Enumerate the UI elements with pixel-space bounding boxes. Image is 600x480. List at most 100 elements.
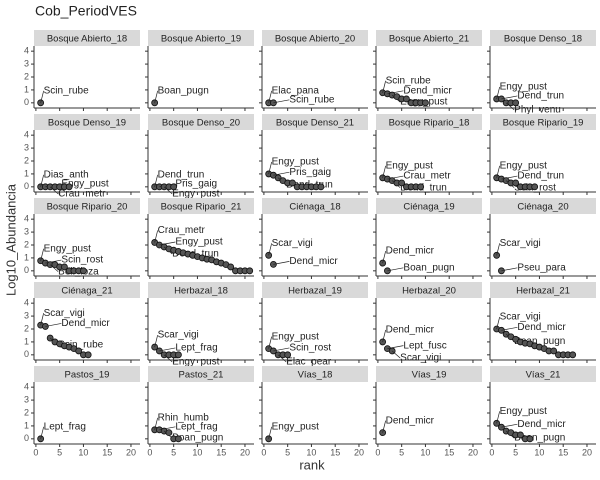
strip: [262, 114, 368, 130]
point-label: Lept_fusc: [403, 340, 446, 351]
x-tick-label: 10: [306, 447, 316, 457]
strip: [262, 366, 368, 382]
point-label: Scar_vigi: [158, 330, 199, 341]
strip-label: Pastos_19: [65, 370, 110, 381]
y-tick-label: 3: [24, 58, 29, 68]
leader-line: [382, 80, 386, 93]
leader-line: [387, 345, 404, 349]
point-label: Crau_metr: [403, 171, 451, 182]
x-tick-label: 0: [33, 447, 38, 457]
leader-line: [40, 174, 44, 187]
strip-label: Herbazal_20: [402, 286, 456, 297]
point: [417, 183, 425, 191]
point-label: Engy_pust: [500, 406, 547, 417]
x-tick-label: 0: [261, 447, 266, 457]
strip: [376, 282, 482, 298]
strip-label: Bosque Abierto_21: [389, 34, 469, 45]
leader-line: [382, 250, 386, 264]
leader-line: [268, 90, 272, 103]
strip-label: Ciénaga_19: [403, 202, 454, 213]
y-tick-label: 0: [24, 433, 29, 443]
y-tick-label: 1: [24, 168, 29, 178]
point: [289, 179, 296, 187]
point: [531, 183, 539, 191]
point: [65, 183, 73, 191]
point-label: Rhin_humb: [158, 412, 210, 423]
strip: [490, 366, 596, 382]
x-tick-label: 15: [558, 447, 568, 457]
y-tick-label: 2: [24, 155, 29, 165]
y-tick-label: 3: [24, 226, 29, 236]
x-tick-label: 10: [420, 447, 430, 457]
leader-line: [496, 165, 500, 178]
point-label: Dend_trun: [517, 171, 564, 182]
point-label: Boan_pugn: [514, 433, 565, 444]
y-axis-title: Log10_Abundancia: [3, 183, 18, 296]
y-tick-label: 3: [24, 394, 29, 404]
strip-label: Ciénaga_18: [289, 202, 340, 213]
y-tick-label: 0: [24, 265, 29, 275]
leader-line: [382, 165, 386, 178]
strip: [34, 114, 140, 130]
leader-line: [268, 426, 272, 439]
leader-line: [49, 264, 59, 272]
y-tick-label: 2: [24, 323, 29, 333]
x-tick-label: 5: [399, 447, 404, 457]
leader-line: [40, 90, 44, 103]
y-tick-label: 4: [24, 298, 29, 308]
strip-label: Bosque Denso_19: [48, 118, 126, 129]
strip: [376, 30, 482, 46]
leader-line: [382, 329, 386, 343]
leader-line: [273, 99, 290, 104]
strip: [262, 282, 368, 298]
x-tick-label: 20: [582, 447, 592, 457]
leader-line: [501, 267, 518, 272]
leader-line: [163, 354, 173, 363]
point: [526, 435, 534, 443]
strip: [376, 366, 482, 382]
point-label: Scar_vigi: [44, 308, 85, 319]
leader-line: [277, 354, 287, 363]
y-tick-label: 4: [24, 382, 29, 392]
point: [227, 263, 235, 271]
point-label: Engy_pust: [386, 160, 433, 171]
point: [75, 347, 83, 355]
strip-label: Ciénaga_21: [61, 286, 112, 297]
point-label: Scin_rost: [61, 255, 103, 266]
strip: [34, 282, 140, 298]
strip-label: Vías_21: [526, 370, 561, 381]
point-label: Dend_micr: [386, 246, 435, 257]
point-label: Boan_pugn: [403, 262, 454, 273]
point-label: Scar_vigi: [500, 238, 541, 249]
x-tick-label: 10: [192, 447, 202, 457]
leader-line: [501, 95, 518, 100]
x-tick-label: 20: [240, 447, 250, 457]
y-tick-label: 4: [24, 214, 29, 224]
point: [175, 435, 182, 443]
leader-line: [49, 186, 59, 195]
point-label: Dend_micr: [386, 415, 435, 426]
leader-line: [496, 411, 500, 424]
strip-label: Bosque Ripario_19: [503, 118, 584, 129]
strip: [148, 282, 254, 298]
x-tick-label: 10: [78, 447, 88, 457]
leader-line: [40, 248, 44, 261]
point: [512, 99, 520, 107]
strip-label: Bosque Denso_20: [162, 118, 240, 129]
point-label: Pris_gaig: [175, 178, 217, 189]
y-tick-label: 3: [24, 310, 29, 320]
leader-line: [273, 261, 290, 265]
strip-label: Herbazal_21: [516, 286, 570, 297]
strip: [148, 30, 254, 46]
point: [422, 99, 429, 107]
strip-label: Bosque Abierto_18: [47, 34, 127, 45]
point-label: Elac_pana: [272, 85, 320, 96]
point-label: Boan_pugn: [158, 85, 209, 96]
y-tick-label: 2: [24, 407, 29, 417]
point-label: Scin_rost: [289, 343, 331, 354]
point: [170, 183, 178, 191]
point: [284, 351, 292, 359]
strip: [490, 282, 596, 298]
point: [246, 267, 254, 275]
point-label: Engy_pust: [272, 157, 319, 168]
